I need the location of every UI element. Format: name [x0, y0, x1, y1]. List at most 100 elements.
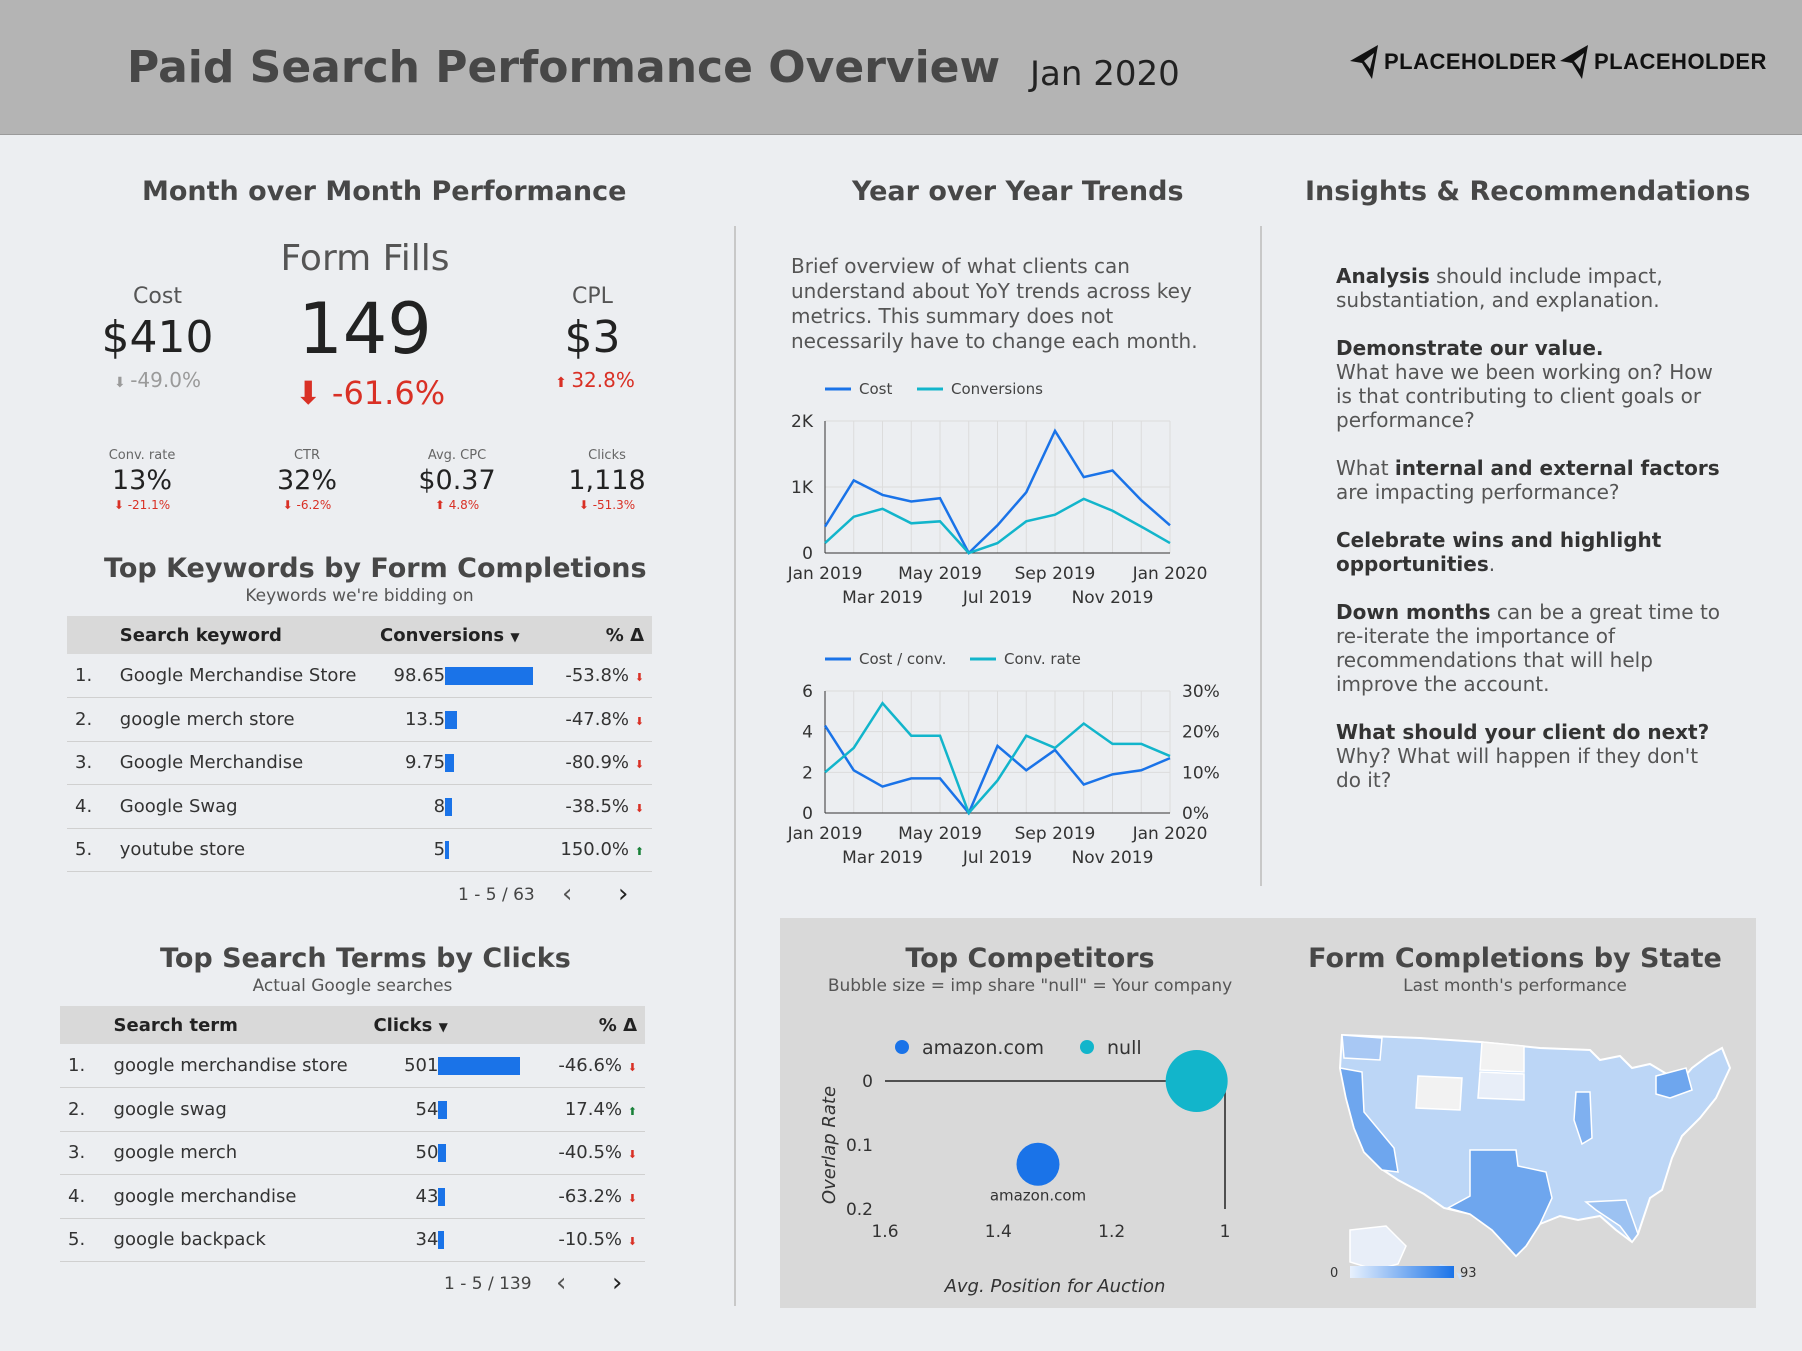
arrow-down-icon: ⬇ [634, 758, 644, 772]
arrow-down-icon: ⬇ [627, 1235, 637, 1249]
x-tick-label: 1.2 [1098, 1222, 1125, 1242]
col-pct-delta[interactable]: % Δ [528, 1006, 645, 1044]
insight-analysis: Analysis should include impact, substant… [1336, 264, 1663, 312]
logo-text: PLACEHOLDER [1594, 49, 1767, 74]
y-tick-label-right: 20% [1182, 723, 1220, 743]
row-bar [438, 1057, 521, 1075]
row-text: google merchandise [105, 1174, 366, 1219]
row-text: google merch store [111, 697, 373, 742]
next-page-button[interactable]: › [618, 879, 629, 909]
x-tick-label: Jul 2019 [962, 588, 1032, 608]
row-value-cell: 8 [372, 784, 542, 829]
legend-label: Cost [859, 380, 892, 398]
row-delta: -10.5% [558, 1229, 623, 1251]
state-title: Form Completions by State [1308, 943, 1722, 974]
row-delta-cell: -40.5% ⬇ [528, 1131, 645, 1175]
state-south-dakota [1477, 1071, 1525, 1101]
keywords-subtitle: Keywords we're bidding on [245, 586, 474, 606]
prev-page-button[interactable]: ‹ [556, 1268, 567, 1298]
col-search-term[interactable]: Search term [105, 1006, 366, 1044]
row-bar [438, 1231, 445, 1250]
row-value-cell: 54 [365, 1087, 529, 1132]
arrow-down-icon: ⬇ [113, 498, 128, 512]
insights-list: Analysis should include impact, substant… [1336, 264, 1721, 816]
arrow-down-icon: ⬇ [114, 375, 131, 391]
us-state-map: 0 93 [1330, 1033, 1732, 1281]
next-page-button[interactable]: › [612, 1268, 623, 1298]
kpi-delta: ⬆ 4.8% [434, 498, 480, 512]
col-search-keyword[interactable]: Search keyword [111, 616, 373, 654]
table-row[interactable]: 3. google merch 50 -40.5% ⬇ [60, 1131, 645, 1175]
row-text: google swag [105, 1087, 366, 1132]
insights-title: Insights & Recommendations [1305, 176, 1751, 207]
series-line-conv-rate [824, 701, 1171, 816]
state-washington [1341, 1034, 1383, 1061]
series-line-cost-conv- [823, 724, 1171, 816]
cost-label: Cost [133, 284, 182, 309]
y-axis-title: Overlap Rate [819, 1086, 840, 1204]
table-row[interactable]: 1. Google Merchandise Store 98.65 -53.8% ⬇ [67, 654, 652, 698]
x-tick-label: May 2019 [898, 824, 982, 844]
insight-factors: What internal and external factors are i… [1336, 456, 1720, 504]
row-rank: 5. [67, 828, 112, 872]
y-tick-label: 0 [802, 544, 813, 564]
y-tick-label: 0 [862, 1072, 873, 1092]
row-delta: -40.5% [558, 1142, 623, 1164]
row-delta: 150.0% [560, 839, 630, 861]
row-bar [438, 1100, 448, 1119]
competitors-subtitle: Bubble size = imp share "null" = Your co… [827, 976, 1233, 996]
row-value-cell: 9.75 [372, 741, 542, 785]
row-bar [445, 797, 453, 816]
y-tick-label-right: 0% [1182, 804, 1209, 824]
table-row[interactable]: 3. Google Merchandise 9.75 -80.9% ⬇ [67, 741, 652, 785]
terms-title: Top Search Terms by Clicks [160, 943, 571, 974]
row-rank: 1. [67, 654, 112, 698]
prev-page-button[interactable]: ‹ [562, 879, 573, 909]
arrow-down-icon: ⬇ [282, 498, 297, 512]
table-row[interactable]: 1. google merchandise store 501 -46.6% ⬇ [60, 1044, 645, 1088]
legend-label: Conv. rate [1004, 650, 1081, 668]
x-tick-label: 1 [1220, 1222, 1231, 1242]
arrow-up-icon: ⬆ [434, 498, 449, 512]
keywords-table: Search keyword Conversions ▼ % Δ 1. Googl… [67, 616, 652, 872]
row-rank: 3. [67, 741, 112, 785]
table-row[interactable]: 5. youtube store 5 150.0% ⬆ [67, 828, 652, 872]
y-tick-label: 4 [802, 723, 813, 743]
table-row[interactable]: 2. google merch store 13.5 -47.8% ⬇ [67, 697, 652, 742]
table-row[interactable]: 2. google swag 54 17.4% ⬆ [60, 1087, 645, 1132]
logo-text: PLACEHOLDER [1384, 49, 1557, 74]
yoy-summary: Brief overview of what clients can under… [791, 254, 1198, 353]
table-row[interactable]: 5. google backpack 34 -10.5% ⬇ [60, 1218, 645, 1262]
table-row[interactable]: 4. google merchandise 43 -63.2% ⬇ [60, 1174, 645, 1219]
row-rank: 5. [60, 1218, 106, 1262]
y-tick-label: 6 [802, 682, 813, 702]
col-conversions[interactable]: Conversions ▼ [372, 616, 542, 654]
col-clicks[interactable]: Clicks ▼ [365, 1006, 529, 1044]
row-delta: -47.8% [565, 708, 630, 730]
row-text: google merch [105, 1131, 366, 1175]
arrow-down-icon: ⬇ [634, 801, 644, 815]
kpi-label: Avg. CPC [427, 448, 487, 463]
row-delta: 17.4% [564, 1098, 623, 1120]
form-fills-delta: ⬇ -61.6% [294, 374, 446, 412]
row-bar [438, 1187, 446, 1206]
row-value: 43 [415, 1185, 439, 1207]
x-tick-label: Jan 2019 [787, 564, 863, 584]
logo-1: PLACEHOLDER [1350, 45, 1557, 79]
kpi-value: 32% [276, 465, 337, 496]
row-delta: -38.5% [565, 795, 630, 817]
y-tick-label: 2 [802, 763, 813, 783]
map-legend-gradient [1350, 1266, 1454, 1278]
row-delta-cell: 17.4% ⬆ [528, 1087, 645, 1132]
x-tick-label: Jan 2019 [787, 824, 863, 844]
x-tick-label: Sep 2019 [1015, 824, 1096, 844]
kpi-value: 1,118 [568, 465, 646, 496]
state-california [1339, 1067, 1399, 1173]
x-tick-label: Jan 2020 [1132, 564, 1208, 584]
col-pct-delta[interactable]: % Δ [541, 616, 652, 654]
kpi-clicks: Clicks 1,118 ⬇ -51.3% [542, 448, 672, 512]
row-bar [445, 841, 450, 860]
report-month: Jan 2020 [1030, 54, 1180, 94]
table-row[interactable]: 4. Google Swag 8 -38.5% ⬇ [67, 784, 652, 829]
row-value: 54 [415, 1098, 439, 1120]
